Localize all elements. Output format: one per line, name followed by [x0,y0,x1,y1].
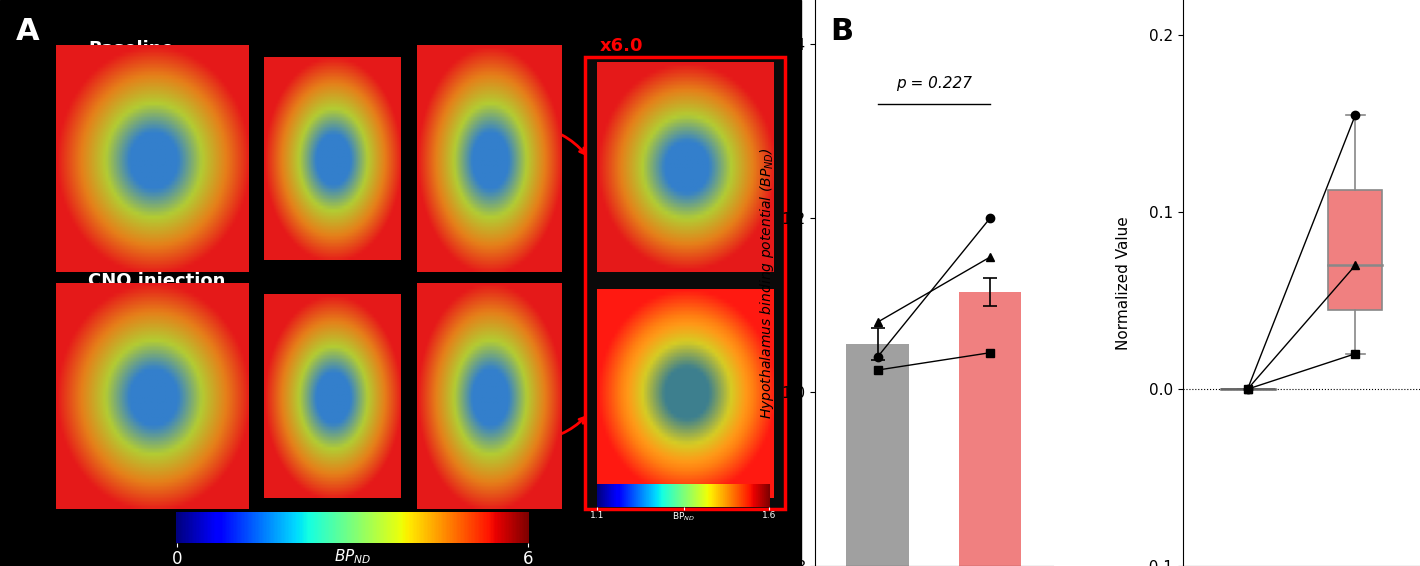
Text: LHA: LHA [185,106,209,119]
Text: A: A [16,17,40,46]
Text: p = 0.227: p = 0.227 [896,76,971,92]
Text: LHA: LHA [185,344,209,357]
Text: x6.0: x6.0 [599,37,643,55]
Bar [846,344,909,566]
Bar [1328,190,1382,310]
Y-axis label: Hypothalamus binding potential (BP$_{ND}$): Hypothalamus binding potential (BP$_{ND}… [758,147,777,419]
Text: CNO injection: CNO injection [88,272,226,290]
Y-axis label: Normalized Value: Normalized Value [1116,216,1130,350]
Text: Baseline: Baseline [88,40,173,58]
Bar [585,57,785,509]
Text: BP$_{ND}$: BP$_{ND}$ [334,547,372,566]
Text: B: B [831,17,853,46]
Bar [960,291,1021,566]
